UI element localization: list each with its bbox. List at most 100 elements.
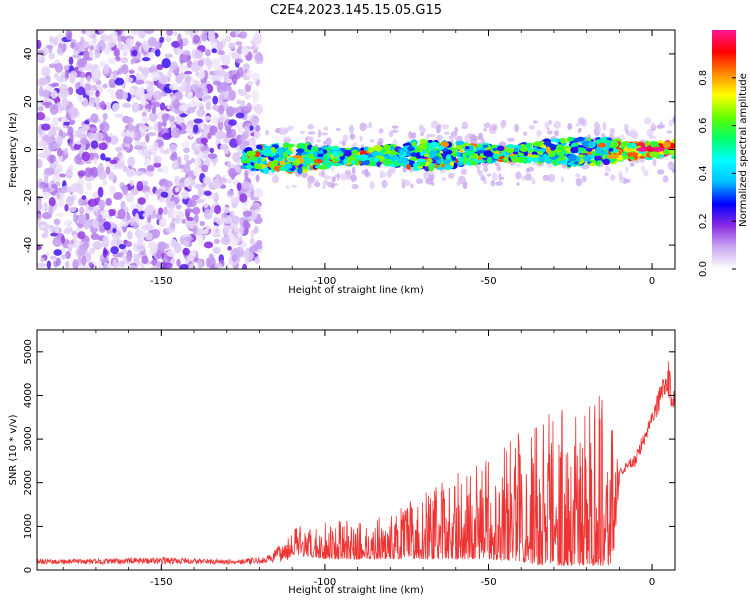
heatmap-cell (206, 257, 211, 268)
heatmap-cell (52, 37, 59, 46)
heatmap-cell (81, 151, 91, 162)
heatmap-cell (236, 66, 244, 78)
heatmap-cell (594, 147, 603, 154)
heatmap-cell (112, 258, 118, 269)
y-tick-label: 20 (23, 95, 34, 108)
heatmap-cell (103, 63, 110, 75)
heatmap-cell (55, 76, 66, 82)
heatmap-cell (183, 236, 194, 242)
heatmap-cell (69, 132, 74, 143)
heatmap-cell (103, 263, 108, 269)
heatmap-cell (192, 206, 201, 215)
heatmap-cell (443, 131, 450, 135)
heatmap-cell (78, 44, 85, 52)
heatmap-cell (410, 183, 414, 189)
heatmap-cell (575, 123, 580, 127)
heatmap-cell (135, 170, 145, 176)
heatmap-cell (78, 197, 85, 207)
heatmap-cell (553, 148, 562, 153)
heatmap-cell (228, 119, 237, 126)
heatmap-cell (391, 129, 399, 133)
heatmap-cell (322, 149, 328, 154)
heatmap-cell (292, 155, 303, 159)
heatmap-cell (626, 142, 633, 149)
heatmap-cell (233, 226, 239, 233)
heatmap-cell (163, 262, 173, 269)
heatmap-cell (299, 130, 305, 135)
heatmap-cell (448, 172, 455, 179)
heatmap-cell (49, 128, 55, 136)
heatmap-cell (171, 127, 181, 139)
heatmap-cell (350, 174, 357, 182)
heatmap-cell (219, 143, 229, 151)
heatmap-cell (490, 180, 495, 187)
heatmap-cell (144, 191, 150, 201)
heatmap-cell (190, 84, 199, 91)
heatmap-cell (383, 144, 391, 151)
heatmap-cell (75, 130, 82, 138)
heatmap-cell (84, 167, 93, 178)
heatmap-cell (41, 123, 51, 131)
heatmap-cell (200, 137, 209, 144)
heatmap-cell (188, 127, 194, 139)
heatmap-cell (98, 214, 103, 223)
heatmap-cell (100, 34, 110, 42)
heatmap-cell (359, 154, 369, 158)
heatmap-cell (156, 249, 162, 260)
heatmap-cell (94, 131, 104, 142)
heatmap-cell (585, 147, 593, 152)
heatmap-cell (244, 122, 252, 127)
heatmap-cell (203, 202, 209, 209)
heatmap-cell (60, 235, 66, 244)
heatmap-cell (52, 82, 60, 87)
heatmap-cell (43, 175, 49, 184)
heatmap-cell (147, 36, 157, 47)
heatmap-cell (84, 63, 95, 72)
heatmap-cell (142, 212, 150, 218)
heatmap-cell (169, 200, 176, 208)
heatmap-cell (159, 102, 166, 111)
heatmap-cell (235, 217, 241, 222)
heatmap-cell (223, 71, 230, 80)
heatmap-cell (415, 178, 424, 185)
heatmap-cell (252, 243, 263, 250)
heatmap-cell (199, 69, 205, 80)
heatmap-cell (175, 204, 182, 210)
heatmap-cell (88, 152, 95, 160)
heatmap-cell (110, 246, 119, 254)
heatmap-cell (124, 241, 133, 248)
heatmap-cell (58, 88, 69, 99)
heatmap-cell (209, 147, 215, 154)
heatmap-cell (574, 137, 579, 143)
heatmap-cell (105, 198, 112, 206)
snr-panel: -150 -100 -50 0 0 1000 2000 3000 4000 5000 Heigh… (8, 329, 676, 596)
heatmap-cell (87, 198, 98, 207)
heatmap-cell (253, 188, 264, 198)
heatmap-cell (174, 242, 182, 254)
heatmap-cell (184, 177, 191, 188)
heatmap-cell (203, 241, 214, 249)
heatmap-cell (476, 150, 485, 154)
heatmap-cell (515, 163, 521, 168)
heatmap-cell (37, 158, 43, 169)
heatmap-cell (471, 154, 479, 159)
heatmap-cell (132, 49, 138, 57)
heatmap-cell (507, 137, 515, 142)
heatmap-cell (184, 70, 193, 75)
heatmap-cell (381, 179, 388, 189)
heatmap-cell (241, 131, 249, 140)
y-tick-label: 5000 (23, 339, 34, 364)
heatmap-cell (140, 185, 151, 194)
heatmap-cell (183, 147, 190, 153)
heatmap-cell (54, 62, 64, 73)
heatmap-cell (53, 218, 61, 226)
heatmap-cell (108, 78, 116, 87)
heatmap-cell (192, 79, 198, 86)
heatmap-cell (181, 218, 186, 224)
heatmap-cell (547, 173, 556, 183)
heatmap-cell (216, 130, 225, 140)
heatmap-cell (196, 108, 206, 118)
heatmap-cell (428, 170, 435, 175)
heatmap-cell (225, 262, 230, 269)
heatmap-cell (671, 168, 675, 173)
